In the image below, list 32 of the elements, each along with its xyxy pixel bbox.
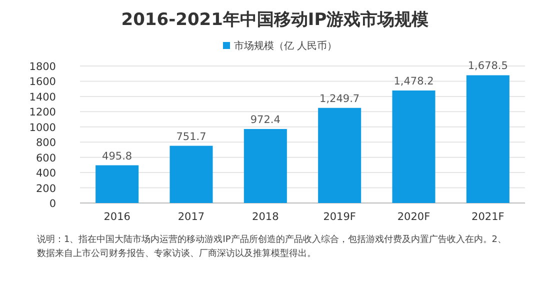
y-tick-label: 1800	[29, 61, 56, 73]
data-label: 751.7	[176, 130, 206, 143]
data-label: 972.4	[250, 114, 281, 126]
y-tick-label: 1000	[29, 122, 56, 134]
y-tick-label: 1600	[29, 76, 56, 88]
x-tick-label: 2017	[178, 211, 205, 223]
y-tick-label: 600	[36, 152, 56, 164]
data-label: 1,678.5	[468, 60, 508, 72]
bar	[96, 165, 139, 203]
y-tick-label: 200	[36, 182, 56, 195]
x-tick-label: 2021F	[472, 211, 504, 223]
data-label: 1,249.7	[320, 92, 360, 105]
x-tick-label: 2019F	[323, 211, 356, 223]
y-tick-label: 400	[36, 168, 56, 180]
y-tick-label: 1400	[29, 91, 56, 104]
bar	[318, 108, 362, 203]
data-label: 1,478.2	[394, 75, 434, 88]
chart-title: 2016-2021年中国移动IP游戏市场规模	[121, 10, 429, 30]
x-tick-label: 2016	[104, 211, 131, 223]
y-tick-label: 800	[36, 137, 56, 150]
bar	[466, 75, 510, 203]
bar	[244, 128, 287, 203]
text: 说明：1、指在中国大陆市场内运营的移动游戏IP产品所创造的产品收入综合，包括游戏付费及内置广告收入在内。2、	[37, 234, 507, 245]
x-tick-label: 2020F	[397, 211, 430, 223]
y-tick-label: 0	[49, 198, 56, 210]
y-tick-label: 1200	[29, 106, 56, 119]
bar	[170, 146, 213, 203]
x-tick-label: 2018	[252, 211, 279, 223]
data-label: 495.8	[102, 150, 132, 162]
bar	[392, 90, 436, 203]
legend-label: 市场规模（亿 人民币）	[234, 40, 338, 52]
text: 数据来自上市公司财务报告、专家访谈、厂商深访以及推算模型得出。	[37, 248, 316, 259]
